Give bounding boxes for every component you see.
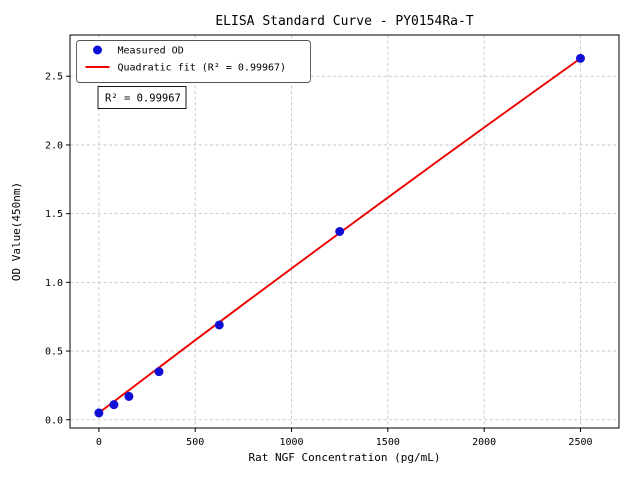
- legend-entry-label: Quadratic fit (R² = 0.99967): [118, 63, 287, 74]
- data-point: [214, 320, 224, 330]
- annotation-box: [97, 86, 187, 109]
- y-tick-label: 1.0: [45, 278, 63, 289]
- x-tick-label: 2500: [568, 437, 592, 448]
- legend-box: [76, 40, 311, 83]
- x-tick-label: 0: [96, 437, 102, 448]
- x-tick-label: 1000: [279, 437, 303, 448]
- data-point: [109, 400, 119, 410]
- data-point: [94, 408, 104, 418]
- y-axis-label: OD Value(450nm): [10, 182, 23, 281]
- chart-title: ELISA Standard Curve - PY0154Ra-T: [215, 14, 473, 29]
- y-tick-label: 1.5: [45, 209, 63, 220]
- x-tick-label: 2000: [472, 437, 496, 448]
- data-point: [575, 53, 585, 63]
- x-axis-label: Rat NGF Concentration (pg/mL): [248, 451, 440, 464]
- x-tick-label: 500: [186, 437, 204, 448]
- y-tick-label: 2.5: [45, 72, 63, 83]
- axes-frame: [69, 34, 620, 429]
- legend-entry-label: Measured OD: [118, 46, 184, 57]
- data-point: [124, 391, 134, 401]
- plot-layer: 0 500 1000 1500 2000 2500 0.0 0.5 1.0 1.5 2.0 2.5 Me…: [45, 34, 620, 448]
- data-point: [335, 227, 345, 236]
- y-tick-label: 0.0: [45, 415, 63, 426]
- legend-marker-dot: [93, 45, 102, 55]
- r-squared-annotation: R² = 0.99967: [105, 93, 181, 105]
- y-tick-label: 2.0: [45, 140, 63, 151]
- data-point: [154, 367, 164, 377]
- y-tick-label: 0.5: [45, 347, 63, 358]
- x-tick-label: 1500: [376, 437, 400, 448]
